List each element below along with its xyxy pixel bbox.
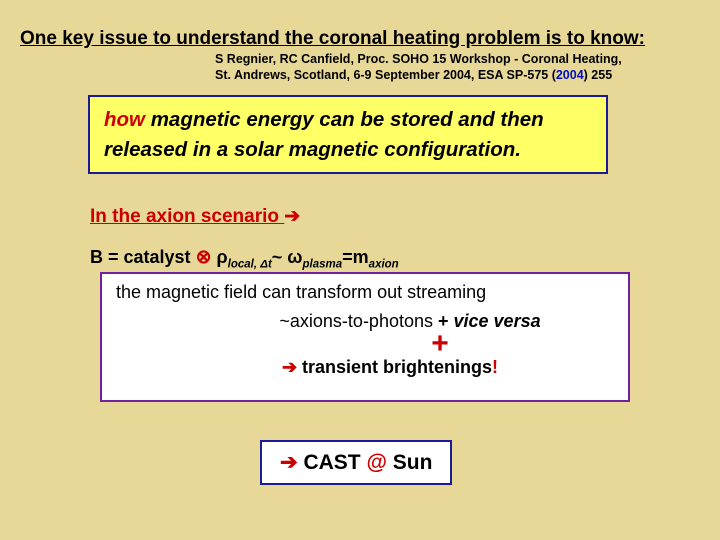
citation-line1: S Regnier, RC Canfield, Proc. SOHO 15 Wo… <box>215 52 622 66</box>
formula-tilde: ~ ω <box>272 247 303 267</box>
cast-sun-box: ➔ CAST @ Sun <box>260 440 452 485</box>
formula-sub1: local, Δt <box>228 259 272 271</box>
box3-text: CAST <box>298 451 367 474</box>
formula-rho: ρ <box>211 247 227 267</box>
box2-line3-text: transient brightenings <box>297 357 492 377</box>
formula-pre: B = catalyst <box>90 247 196 267</box>
box3-sun: Sun <box>387 451 433 474</box>
box2-line3: ➔ transient brightenings! <box>116 357 614 378</box>
citation-line2-pre: St. Andrews, Scotland, 6-9 September 200… <box>215 68 556 82</box>
axion-scenario-heading: In the axion scenario ➔ <box>90 205 300 228</box>
box2-line2-norm: ~axions-to-photons <box>279 311 438 331</box>
slide-title: One key issue to understand the coronal … <box>20 28 700 50</box>
citation-year: 2004 <box>556 68 584 82</box>
arrow-right-icon: ➔ <box>280 451 298 474</box>
formula-line: B = catalyst ⊗ ρlocal, Δt~ ωplasma=maxio… <box>90 246 399 271</box>
formula-eq: =m <box>342 247 369 267</box>
box1-rest: magnetic energy can be stored and then r… <box>104 108 544 161</box>
scenario-text: In the axion scenario <box>90 206 284 227</box>
box2-line1: the magnetic field can transform out str… <box>116 282 614 303</box>
how-word: how <box>104 108 145 131</box>
big-plus-icon: + <box>116 330 614 359</box>
highlight-box-main: how magnetic energy can be stored and th… <box>88 95 608 174</box>
formula-sub3: axion <box>369 259 399 271</box>
exclamation: ! <box>492 357 498 377</box>
box2-line2: ~axions-to-photons + vice versa <box>116 311 614 332</box>
box2-line2-vv: vice versa <box>454 311 541 331</box>
arrow-right-icon: ➔ <box>284 205 300 228</box>
arrow-right-icon: ➔ <box>282 357 297 377</box>
citation-line2-post: ) 255 <box>584 68 613 82</box>
formula-sub2: plasma <box>303 259 343 271</box>
at-symbol: @ <box>366 451 386 474</box>
otimes-icon: ⊗ <box>196 247 212 268</box>
citation-text: S Regnier, RC Canfield, Proc. SOHO 15 Wo… <box>215 52 705 83</box>
white-box-transform: the magnetic field can transform out str… <box>100 272 630 402</box>
